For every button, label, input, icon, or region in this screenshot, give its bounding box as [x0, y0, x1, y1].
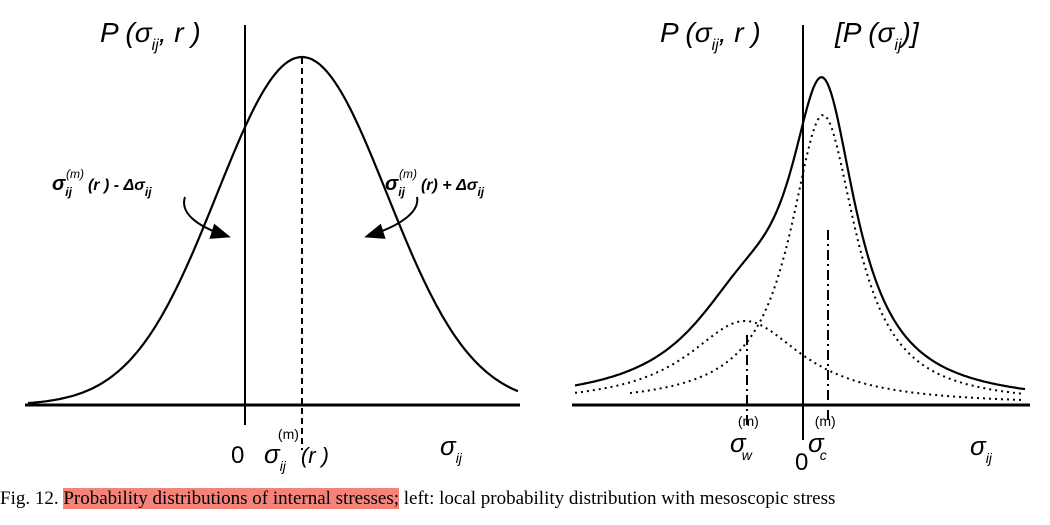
left-arrow-minus: [183, 196, 231, 239]
left-origin-label: 0: [231, 442, 244, 469]
figure-caption: Fig. 12. Probability distributions of in…: [0, 488, 1050, 518]
caption-rest: left: local probability distribution wit…: [399, 488, 836, 509]
left-x-axis-label: σij: [440, 431, 463, 466]
right-wall-label: σw(m): [730, 413, 759, 463]
left-annotation-plus: σij(m)(r) + Δσij: [385, 167, 485, 199]
caption-highlight: Probability distributions of internal st…: [63, 488, 399, 509]
left-y-axis-label: P (σij, r ): [100, 17, 201, 54]
right-x-axis-label: σij: [970, 431, 993, 466]
right-cell-label: σc(m): [808, 413, 836, 463]
left-distribution-curve: [27, 55, 519, 405]
left-annotation-minus: σij(m)(r ) - Δσij: [52, 167, 152, 199]
right-origin-label: 0: [795, 449, 808, 476]
right-wall-distribution-dotted: [574, 319, 1026, 402]
left-arrow-plus: [364, 196, 419, 239]
right-composite-curve: [574, 76, 1026, 391]
caption-prefix: Fig. 12.: [0, 488, 64, 509]
left-panel: P (σij, r ) σij(m)(r ) - Δσij σij(m)(r) …: [25, 17, 520, 474]
left-mean-label: σij(m)(r ): [264, 426, 329, 474]
right-panel: P (σij, r ) [P (σij)] σw(m) 0 σc(m) σij: [572, 17, 1030, 476]
right-y-axis-label: P (σij, r ): [660, 17, 761, 54]
right-bracket-label: [P (σij)]: [834, 17, 920, 54]
right-cell-distribution-dotted: [629, 114, 1025, 395]
